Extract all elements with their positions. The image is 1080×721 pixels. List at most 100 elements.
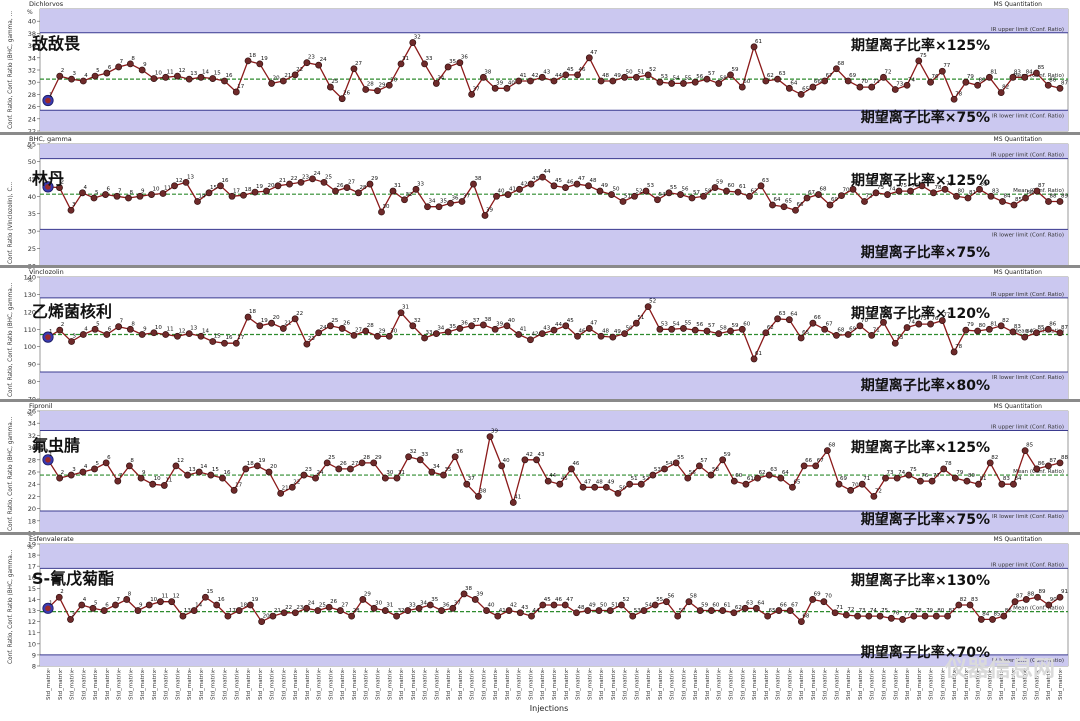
x-tick-label: Std_matrix [375,669,381,700]
data-point [614,489,622,497]
y-tick-label: 34 [28,54,36,62]
y-unit-label: % [27,277,33,284]
data-label: 13 [189,467,196,473]
data-point [291,71,299,79]
lower-ratio-note: 期望离子比率×75% [861,109,990,126]
compound-name: Fipronil [29,402,53,410]
data-label: 3 [72,467,76,473]
data-point [730,609,738,617]
y-axis-label: Conf. Ratio, Conf. Ratio (BHC, gamma, ..… [8,11,14,129]
data-label: 12 [173,594,180,600]
data-point [269,612,277,620]
data-label: 2 [61,322,65,328]
data-label: 1 [49,452,53,458]
x-tick-label: Std_matrix [470,669,476,700]
data-point-first-core [45,97,51,104]
data-point [987,192,995,200]
data-label: 54 [645,603,652,609]
data-label: 75 [920,53,927,59]
data-point [833,331,840,339]
data-point [562,71,570,79]
data-label: 17 [235,482,242,488]
data-point [115,63,123,71]
data-label: 44 [549,473,556,479]
data-label: 86 [1027,190,1034,196]
data-label: 44 [533,608,540,614]
data-point [115,323,123,331]
data-label: 65 [802,86,809,92]
data-label: 61 [739,184,746,190]
data-label: 32 [398,608,405,614]
y-unit-label: % [27,544,33,551]
data-label: 53 [654,467,661,473]
data-point [665,189,673,197]
data-label: 5 [96,68,100,74]
data-label: 75 [920,316,927,322]
data-point [494,612,502,620]
data-point [432,80,440,87]
data-point [432,330,440,338]
data-point [880,318,887,326]
y-tick-label: 40 [28,18,36,26]
data-label: 55 [684,320,691,326]
data-label: 68 [828,443,835,449]
data-label: 7 [119,473,123,479]
data-point [644,71,652,79]
y-tick-label: 30 [28,228,36,236]
data-label: 8 [130,458,134,464]
data-point [915,57,923,65]
data-label: 62 [767,325,774,331]
data-label: 6 [105,603,109,609]
data-label: 9 [143,62,147,68]
data-label: 73 [896,335,903,341]
data-point [123,596,131,603]
chart-panel-4: IR upper limit (Conf. Ratio) IR lower lim… [0,532,1080,671]
y-tick-label: 28 [28,456,36,464]
x-axis-title: Injections [530,704,568,713]
data-label: 52 [622,597,629,603]
data-label: 68 [802,614,809,620]
data-point [1033,329,1040,337]
data-label: 76 [921,473,928,479]
data-label: 84 [1026,69,1033,75]
x-tick-label: Std_matrix [811,669,817,700]
data-label: 49 [601,183,608,189]
data-point [895,187,903,195]
data-point [491,84,499,92]
data-point [797,334,805,342]
x-tick-label: Std_matrix [693,669,699,700]
data-point [1044,462,1052,470]
data-point [279,325,287,332]
data-label: 25 [328,455,335,461]
data-label: 5 [95,190,99,196]
data-label: 88 [1050,194,1057,200]
data-label: 62 [759,470,766,476]
data-label: 24 [314,171,321,177]
data-point [1056,198,1064,205]
data-label: 83 [992,188,999,194]
data-point [963,477,971,485]
data-label: 72 [847,607,854,613]
data-label: 11 [167,69,174,75]
upper-out-of-range-band [40,144,1068,159]
data-label: 39 [486,207,493,213]
data-point [56,184,63,191]
data-point [355,189,362,197]
data-point [471,596,479,603]
data-point [55,593,63,601]
data-point [185,330,193,338]
data-label: 74 [908,320,915,326]
data-point [335,465,343,473]
x-tick-label: Std_matrix [658,669,664,700]
data-point [651,601,659,609]
data-label: 81 [990,69,997,75]
upper-limit-label: IR upper limit (Conf. Ratio) [991,425,1064,431]
y-tick-label: 12 [28,618,36,626]
data-point [561,601,569,609]
data-point [474,492,482,500]
data-point [742,480,750,488]
data-label: 54 [659,192,666,198]
data-point [789,483,796,491]
data-label: 55 [656,597,663,603]
data-point [221,339,228,347]
